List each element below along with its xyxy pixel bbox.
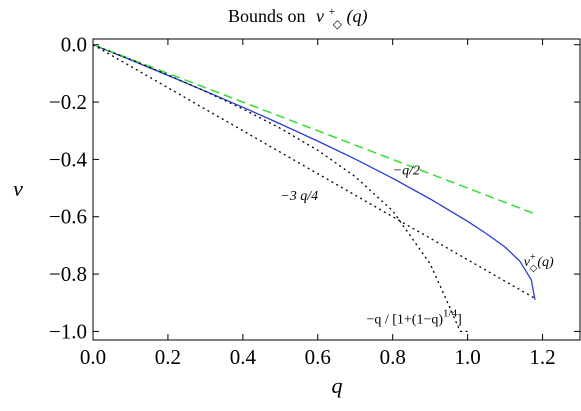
- x-tick-label: 0.4: [230, 345, 257, 369]
- y-tick-label: 0.0: [61, 33, 87, 57]
- series-dotted-curve: [92, 44, 468, 333]
- annotation-three-quarter-q: −3 q/4: [280, 189, 318, 204]
- series-green-dashed-line: [92, 43, 536, 215]
- x-tick-label: 1.0: [454, 345, 480, 369]
- x-tick-label: 1.2: [529, 345, 555, 369]
- x-tick-label: 0.0: [80, 345, 106, 369]
- x-tick-label: 0.2: [155, 345, 181, 369]
- series-blue-curve: [92, 44, 536, 301]
- x-tick-label: 0.8: [380, 345, 406, 369]
- y-tick-label: −0.4: [49, 147, 88, 171]
- y-tick-label: −0.8: [49, 262, 87, 286]
- y-tick-label: −0.6: [49, 205, 87, 229]
- plot-frame: [92, 38, 581, 341]
- annotation-half-q: −q/2: [393, 163, 420, 178]
- y-tick-label: −1.0: [49, 319, 87, 343]
- y-tick-label: −0.2: [49, 90, 87, 114]
- series-dotted-line: [92, 44, 536, 299]
- y-axis-label: v: [13, 176, 23, 201]
- x-axis-label: q: [332, 373, 343, 398]
- annotation-bound-formula: −q / [1+(1−q)1/4]: [366, 308, 461, 328]
- chart-title: Bounds on v + ◇ (q): [228, 0, 368, 32]
- x-tick-label: 0.6: [305, 345, 331, 369]
- curve-label-v: v+ ◇(q): [524, 252, 554, 274]
